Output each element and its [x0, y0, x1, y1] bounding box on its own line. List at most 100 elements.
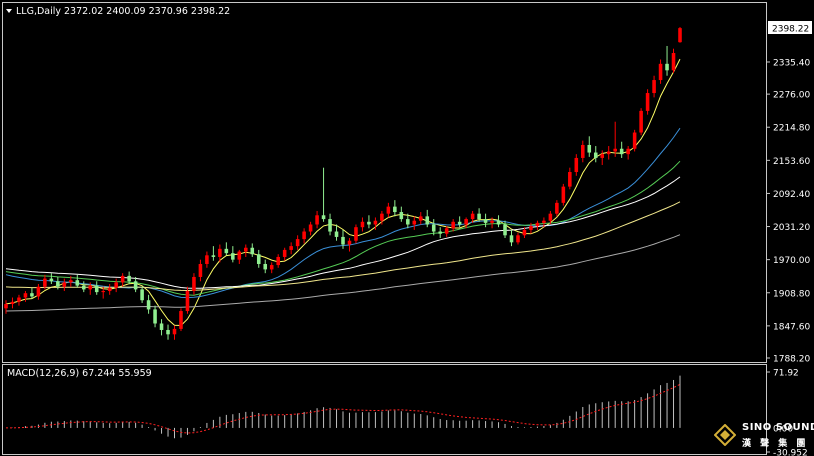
- candle: [263, 259, 268, 274]
- candle: [548, 210, 553, 224]
- symbol-label: LLG,Daily: [16, 6, 61, 17]
- candle: [321, 167, 326, 222]
- macd-tick-label: 71.92: [773, 369, 799, 379]
- candle: [380, 210, 384, 225]
- candle: [418, 212, 423, 225]
- candle: [639, 108, 643, 136]
- candle: [166, 324, 170, 340]
- candle: [444, 226, 449, 237]
- candle: [354, 224, 358, 244]
- candle: [159, 319, 164, 336]
- candle: [81, 281, 86, 293]
- candle: [431, 219, 436, 236]
- candle: [678, 27, 682, 43]
- candle: [43, 274, 47, 290]
- candle: [503, 220, 507, 239]
- candle: [561, 183, 566, 206]
- candle: [114, 278, 118, 293]
- candle: [69, 275, 73, 287]
- candle: [75, 274, 80, 288]
- ohlc-readout: 2372.02 2400.09 2370.96 2398.22: [64, 6, 230, 17]
- candle: [406, 213, 410, 229]
- candle: [146, 294, 151, 314]
- candle: [341, 229, 345, 249]
- candle: [393, 200, 397, 217]
- chart-dropdown-icon[interactable]: [6, 9, 12, 13]
- moving-averages: [5, 58, 681, 327]
- candle: [671, 48, 676, 74]
- candle: [140, 286, 144, 303]
- candle: [535, 220, 540, 230]
- candle: [328, 213, 332, 236]
- candle: [211, 246, 216, 261]
- candle: [17, 294, 21, 306]
- candle: [464, 217, 468, 229]
- candle: [457, 216, 462, 228]
- candle: [593, 146, 598, 163]
- candle: [438, 227, 442, 239]
- candle: [645, 89, 650, 115]
- candle: [542, 217, 546, 228]
- candle: [198, 259, 203, 282]
- price-tick-label: 1788.20: [773, 355, 810, 365]
- candle: [205, 251, 209, 268]
- price-panel-border: [2, 2, 767, 363]
- current-price-label: 2398.22: [772, 25, 809, 35]
- sino-sound-logo: SINO SOUND 漢 聲 集 團: [712, 418, 814, 454]
- candle: [626, 146, 630, 160]
- candle: [218, 244, 222, 263]
- candle: [56, 276, 60, 290]
- candle: [652, 75, 656, 98]
- current-price-tag: [768, 21, 812, 34]
- candle: [172, 325, 177, 340]
- candle: [4, 300, 8, 314]
- candle: [334, 224, 339, 241]
- candle: [516, 232, 520, 245]
- candle: [302, 228, 306, 244]
- candle: [658, 59, 663, 84]
- candle: [179, 308, 183, 332]
- price-tick-label: 2092.40: [773, 190, 810, 200]
- ma-green-line: [5, 160, 681, 296]
- candle: [490, 217, 494, 229]
- candle: [256, 249, 261, 268]
- candle: [360, 217, 365, 232]
- macd-tick-label: 0.00: [773, 424, 793, 434]
- price-tick-label: 2214.80: [773, 124, 810, 134]
- candle: [133, 276, 138, 293]
- price-tick-label: 1908.80: [773, 289, 810, 299]
- candle: [88, 282, 93, 295]
- candle: [269, 262, 274, 274]
- candle: [192, 273, 196, 295]
- price-tick-label: 2153.60: [773, 157, 810, 167]
- logo-subtitle: 漢 聲 集 團: [742, 439, 809, 449]
- candle: [386, 202, 391, 218]
- ma-white-line: [5, 176, 681, 289]
- candle: [107, 283, 112, 295]
- candle: [555, 200, 559, 217]
- candle: [587, 136, 592, 157]
- candle: [632, 129, 637, 152]
- price-tick-label: 2335.40: [773, 58, 810, 68]
- candle: [529, 222, 533, 234]
- price-tick-label: 1970.00: [773, 256, 810, 266]
- candle: [120, 273, 125, 287]
- candle: [600, 150, 605, 165]
- candle: [619, 141, 624, 158]
- candle: [581, 140, 585, 163]
- candle: [606, 146, 611, 160]
- candle: [127, 271, 131, 284]
- candle: [308, 221, 313, 236]
- candle: [483, 213, 488, 228]
- macd-tick-label: -30.952: [773, 449, 808, 456]
- macd-label: MACD(12,26,9) 67.244 55.959: [7, 368, 152, 379]
- candle: [101, 286, 105, 299]
- candle: [30, 287, 34, 299]
- candle: [347, 238, 352, 252]
- candle: [574, 154, 579, 176]
- diamond-logo-icon: [714, 424, 736, 446]
- candle: [295, 235, 300, 250]
- price-axis: 2398.22 2335.40 2276.00 2214.80 2153.60 2092.…: [766, 21, 812, 365]
- ma-long-line: [5, 201, 681, 292]
